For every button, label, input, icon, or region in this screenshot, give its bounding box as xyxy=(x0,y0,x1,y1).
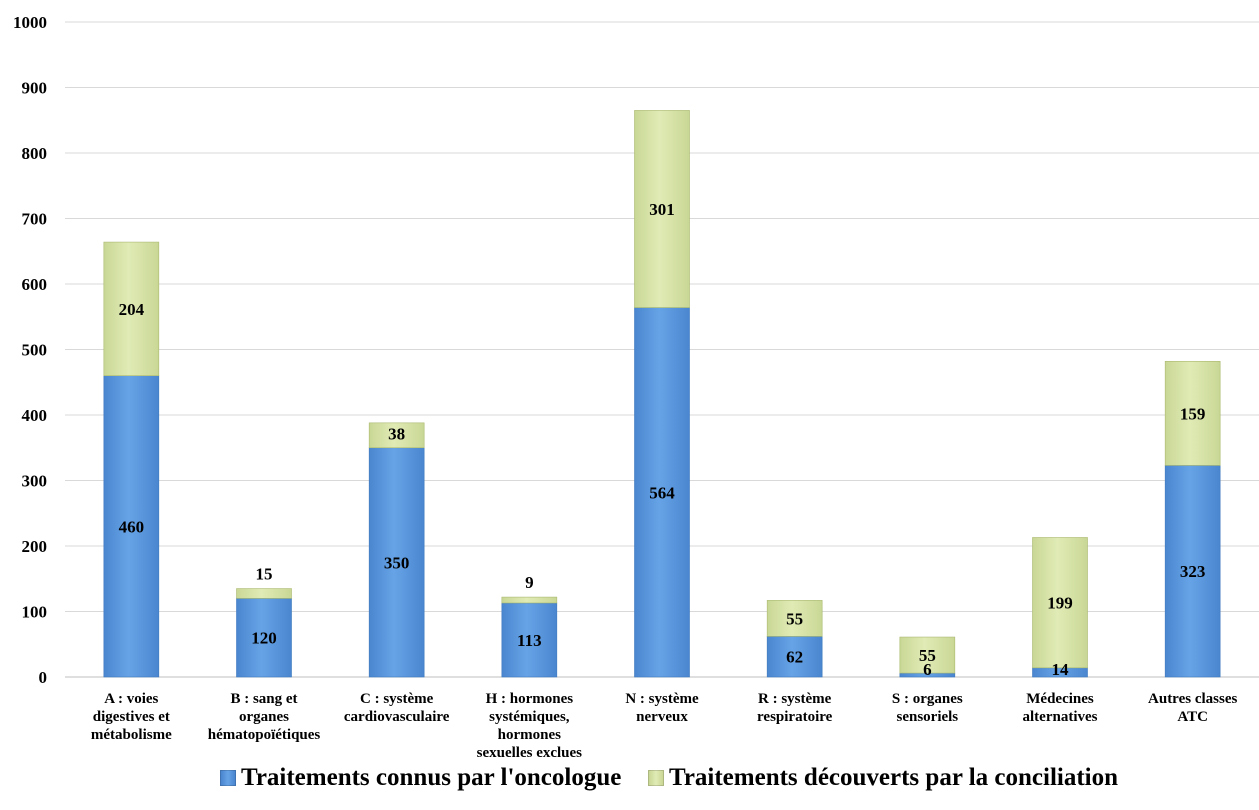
data-label-discovered: 15 xyxy=(256,565,273,584)
legend: Traitements connus par l'oncologue Trait… xyxy=(0,764,1259,804)
bar-discovered xyxy=(236,588,292,599)
data-label-discovered: 199 xyxy=(1047,594,1073,613)
y-axis: 0 100 200 300 400 500 600 700 800 900 1000 xyxy=(13,13,47,687)
x-tick-label: cardiovasculaire xyxy=(344,709,450,725)
bar-discovered xyxy=(501,596,558,604)
x-tick-label: métabolisme xyxy=(91,727,172,743)
y-tick-label: 400 xyxy=(22,406,48,425)
x-tick-label: C : système xyxy=(360,691,434,707)
legend-item-discovered: Traitements découverts par la conciliati… xyxy=(648,764,1118,792)
data-label-known: 14 xyxy=(1052,660,1070,679)
x-tick-label: hématopoïétiques xyxy=(208,727,321,743)
x-tick-label: respiratoire xyxy=(757,709,833,725)
x-axis: A : voies digestives et métabolisme B : san… xyxy=(91,691,1238,761)
bar-discovered xyxy=(1032,537,1088,669)
data-label-known: 323 xyxy=(1180,562,1206,581)
data-label-known: 62 xyxy=(786,648,803,667)
x-tick-label: nerveux xyxy=(636,709,688,725)
data-label-discovered: 9 xyxy=(525,573,534,592)
bar-known xyxy=(368,447,425,678)
y-tick-label: 300 xyxy=(22,472,48,491)
y-tick-label: 200 xyxy=(22,537,48,556)
data-label-discovered: 38 xyxy=(388,424,405,443)
legend-swatch-green xyxy=(648,770,664,786)
y-tick-label: 600 xyxy=(22,275,48,294)
y-tick-label: 0 xyxy=(39,668,48,687)
x-tick-label: organes xyxy=(239,709,289,725)
y-tick-label: 700 xyxy=(22,210,48,229)
bar-known xyxy=(634,307,690,678)
x-tick-label: sensoriels xyxy=(896,709,958,725)
y-tick-label: 1000 xyxy=(13,13,47,32)
x-tick-label: N : système xyxy=(625,691,699,707)
data-label-discovered: 301 xyxy=(649,200,675,219)
x-tick-label: H : hormones xyxy=(486,691,574,707)
x-tick-label: alternatives xyxy=(1023,709,1098,725)
data-label-known: 120 xyxy=(251,629,277,648)
data-label-known: 350 xyxy=(384,553,410,572)
x-tick-label: S : organes xyxy=(892,691,963,707)
y-tick-label: 500 xyxy=(22,341,48,360)
bar-known xyxy=(766,636,823,678)
bar-known xyxy=(236,598,292,678)
bar-discovered xyxy=(766,600,823,637)
x-tick-label: Autres classes xyxy=(1148,691,1237,707)
legend-item-known: Traitements connus par l'oncologue xyxy=(220,764,621,792)
x-tick-label: sexuelles exclues xyxy=(477,745,583,761)
bars xyxy=(103,110,1221,678)
y-tick-label: 100 xyxy=(22,603,48,622)
data-label-known: 113 xyxy=(517,631,542,650)
data-label-discovered: 55 xyxy=(919,646,936,665)
data-label-discovered: 159 xyxy=(1180,404,1206,423)
bar-discovered xyxy=(368,422,425,449)
x-tick-label: Médecines xyxy=(1026,691,1094,707)
data-label-known: 460 xyxy=(119,517,145,536)
x-tick-label: hormones xyxy=(498,727,561,743)
x-tick-label: systémiques, xyxy=(489,709,570,725)
bar-discovered xyxy=(899,636,956,674)
data-label-discovered: 204 xyxy=(119,300,145,319)
x-tick-label: A : voies xyxy=(104,691,158,707)
bar-discovered xyxy=(634,110,690,308)
data-labels: 4602041201535038113956430162556551419932… xyxy=(119,200,1206,679)
x-tick-label: B : sang et xyxy=(230,691,297,707)
data-label-known: 564 xyxy=(649,483,675,502)
y-tick-label: 800 xyxy=(22,144,48,163)
data-label-discovered: 55 xyxy=(786,609,803,628)
y-tick-label: 900 xyxy=(22,79,48,98)
x-tick-label: ATC xyxy=(1177,709,1208,725)
bar-known xyxy=(103,375,160,678)
data-label-known: 6 xyxy=(923,660,932,679)
x-tick-label: R : système xyxy=(758,691,832,707)
legend-swatch-blue xyxy=(220,770,236,786)
bar-discovered xyxy=(103,241,160,376)
bar-discovered xyxy=(1164,360,1221,466)
legend-label-known: Traitements connus par l'oncologue xyxy=(241,764,622,791)
x-tick-label: digestives et xyxy=(93,709,170,725)
legend-label-discovered: Traitements découverts par la conciliati… xyxy=(669,764,1119,791)
